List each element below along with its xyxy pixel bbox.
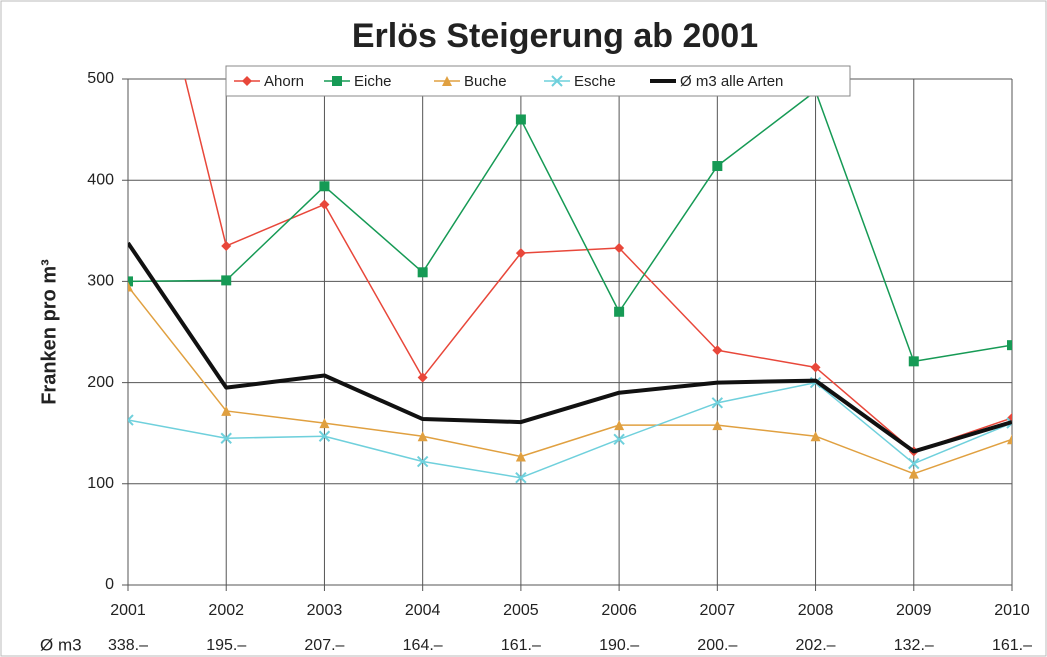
marker <box>128 276 133 287</box>
marker <box>614 420 625 431</box>
plot-area <box>128 79 1012 484</box>
marker <box>128 414 134 426</box>
value-label: 164.– <box>403 637 443 654</box>
marker <box>221 275 232 286</box>
x-tick-label: 2004 <box>405 602 441 619</box>
series-line <box>128 241 1012 454</box>
y-tick-label: 100 <box>87 475 114 492</box>
marker <box>712 420 723 431</box>
marker <box>614 306 625 317</box>
marker <box>711 397 724 409</box>
x-tick-label: 2005 <box>503 602 539 619</box>
x-tick-label: 2001 <box>110 602 146 619</box>
row-label: Ø m3 <box>40 635 82 654</box>
marker <box>712 161 723 172</box>
y-tick-label: 500 <box>87 70 114 87</box>
x-tick-label: 2008 <box>798 602 834 619</box>
series-line <box>128 381 1012 479</box>
legend-label: Eiche <box>354 73 392 90</box>
marker <box>515 451 526 462</box>
marker <box>319 199 330 210</box>
y-tick-label: 300 <box>87 273 114 290</box>
series-line <box>128 285 1012 475</box>
marker <box>221 240 232 251</box>
marker <box>220 432 232 444</box>
legend-label: Ahorn <box>264 73 304 90</box>
series-line <box>128 90 1012 363</box>
x-tick-label: 2007 <box>700 602 736 619</box>
marker <box>908 457 920 470</box>
marker <box>1007 340 1012 351</box>
series-line <box>184 79 1012 453</box>
marker <box>417 267 428 278</box>
marker <box>1007 434 1012 445</box>
legend-label: Ø m3 alle Arten <box>680 73 783 90</box>
value-label: 190.– <box>599 637 639 654</box>
marker <box>613 433 625 445</box>
value-label: 161.– <box>501 637 541 654</box>
marker <box>712 345 723 356</box>
y-axis-label: Franken pro m³ <box>38 259 60 405</box>
value-label: 195.– <box>206 637 246 654</box>
marker <box>318 430 331 442</box>
value-label: 132.– <box>894 637 934 654</box>
marker <box>332 76 342 86</box>
marker <box>810 362 821 373</box>
x-tick-label: 2010 <box>994 602 1030 619</box>
marker <box>442 76 452 86</box>
marker <box>416 455 429 468</box>
marker <box>908 468 919 479</box>
legend-label: Buche <box>464 73 507 90</box>
marker <box>810 431 821 442</box>
marker <box>1006 417 1012 429</box>
x-tick-label: 2009 <box>896 602 932 619</box>
marker <box>515 472 527 484</box>
x-tick-label: 2006 <box>601 602 637 619</box>
value-label: 338.– <box>108 637 148 654</box>
marker <box>221 405 232 416</box>
marker <box>908 356 919 367</box>
legend-label: Esche <box>574 73 616 90</box>
marker <box>551 75 563 87</box>
y-tick-label: 0 <box>105 576 114 593</box>
chart-title: Erlös Steigerung ab 2001 <box>352 17 758 55</box>
marker <box>128 281 133 292</box>
marker <box>614 243 625 254</box>
marker <box>319 181 330 192</box>
value-label: 161.– <box>992 637 1032 654</box>
x-tick-label: 2003 <box>307 602 343 619</box>
value-label: 207.– <box>304 637 344 654</box>
marker <box>515 248 526 259</box>
x-tick-label: 2002 <box>208 602 244 619</box>
value-label: 202.– <box>796 637 836 654</box>
value-label: 200.– <box>697 637 737 654</box>
y-tick-label: 200 <box>87 374 114 391</box>
marker <box>242 76 252 86</box>
marker <box>417 372 428 383</box>
marker <box>515 114 526 125</box>
marker <box>417 431 428 442</box>
y-tick-label: 400 <box>87 171 114 188</box>
marker <box>319 418 330 429</box>
